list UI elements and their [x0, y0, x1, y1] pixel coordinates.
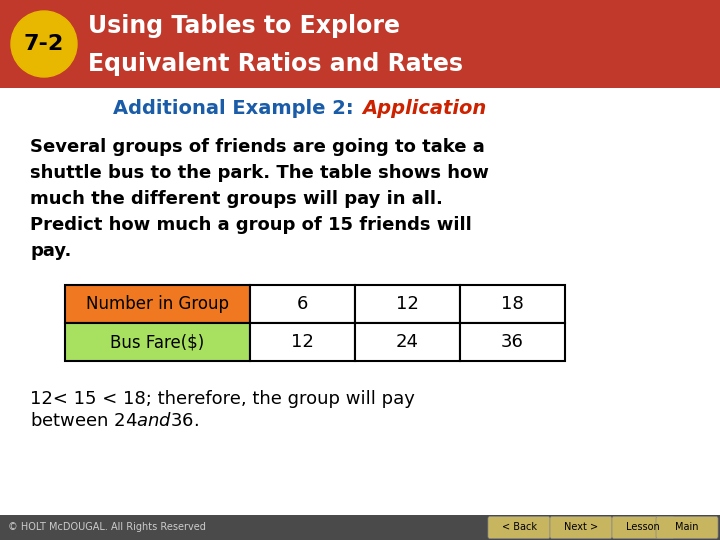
Text: 18: 18 [501, 295, 524, 313]
FancyBboxPatch shape [550, 516, 612, 538]
Text: 12< 15 < 18; therefore, the group will pay: 12< 15 < 18; therefore, the group will p… [30, 390, 415, 408]
Text: 24: 24 [396, 333, 419, 351]
Bar [0, 0, 720, 88]
Text: Predict how much a group of 15 friends will: Predict how much a group of 15 friends w… [30, 216, 472, 234]
Text: pay.: pay. [30, 242, 71, 260]
Bar [0, 515, 720, 540]
Bar [65, 285, 250, 323]
Text: between $24 and $36.: between $24 and $36. [30, 412, 199, 430]
Bar [460, 323, 565, 361]
Text: Several groups of friends are going to take a: Several groups of friends are going to t… [30, 138, 485, 156]
Bar [355, 323, 460, 361]
Bar [250, 323, 355, 361]
Text: Application: Application [362, 98, 486, 118]
Text: Using Tables to Explore: Using Tables to Explore [88, 14, 400, 38]
Bar [65, 323, 250, 361]
Text: 12: 12 [396, 295, 419, 313]
Text: 36: 36 [501, 333, 524, 351]
Text: Bus Fare($): Bus Fare($) [110, 333, 204, 351]
Text: Number in Group: Number in Group [86, 295, 229, 313]
Text: Main: Main [675, 523, 698, 532]
Text: much the different groups will pay in all.: much the different groups will pay in al… [30, 190, 443, 208]
Text: Equivalent Ratios and Rates: Equivalent Ratios and Rates [88, 52, 463, 76]
FancyBboxPatch shape [612, 516, 674, 538]
FancyBboxPatch shape [488, 516, 550, 538]
Bar [460, 285, 565, 323]
Circle shape [11, 11, 77, 77]
Text: Next >: Next > [564, 523, 598, 532]
Bar [355, 285, 460, 323]
Text: Additional Example 2:: Additional Example 2: [112, 98, 360, 118]
Text: Lesson: Lesson [626, 523, 660, 532]
Text: © HOLT McDOUGAL. All Rights Reserved: © HOLT McDOUGAL. All Rights Reserved [8, 523, 206, 532]
Text: 7-2: 7-2 [24, 34, 64, 54]
Text: 6: 6 [297, 295, 308, 313]
Text: shuttle bus to the park. The table shows how: shuttle bus to the park. The table shows… [30, 164, 489, 182]
Bar [250, 285, 355, 323]
FancyBboxPatch shape [656, 516, 718, 538]
Text: < Back: < Back [502, 523, 536, 532]
Text: 12: 12 [291, 333, 314, 351]
